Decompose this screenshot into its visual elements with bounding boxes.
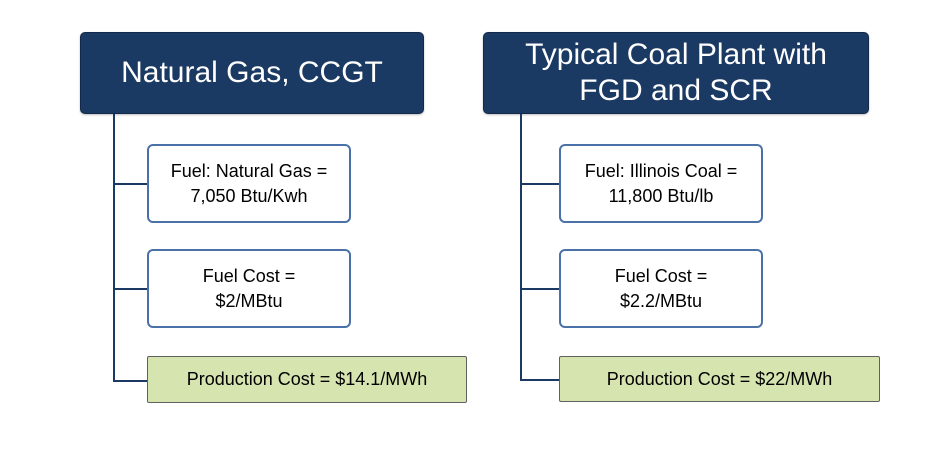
fuel-value: 11,800 Btu/lb [608, 185, 714, 206]
connector-trunk-left [113, 114, 115, 381]
header-title: Natural Gas, CCGT [121, 56, 383, 89]
production-cost-text: Production Cost = $14.1/MWh [186, 369, 428, 389]
fuel-box-illinois-coal: Fuel: Illinois Coal = 11,800 Btu/lb [559, 144, 763, 223]
connector-trunk-right [520, 114, 522, 380]
fuel-value: 7,050 Btu/Kwh [190, 185, 308, 206]
header-title-line2: FGD and SCR [579, 74, 773, 107]
fuel-cost-label: Fuel Cost = [202, 265, 296, 286]
production-cost-box-natural-gas: Production Cost = $14.1/MWh [147, 356, 467, 403]
connector-branch-right-cost [520, 288, 559, 290]
connector-branch-right-fuel [520, 183, 559, 185]
fuel-label: Fuel: Natural Gas = [170, 160, 328, 181]
fuel-cost-box-natural-gas: Fuel Cost = $2/MBtu [147, 249, 351, 328]
fuel-cost-value: $2.2/MBtu [619, 290, 703, 311]
connector-branch-left-cost [113, 288, 148, 290]
connector-branch-left-production [113, 380, 148, 382]
production-cost-box-coal: Production Cost = $22/MWh [559, 356, 880, 402]
fuel-label: Fuel: Illinois Coal = [584, 160, 738, 181]
production-cost-text: Production Cost = $22/MWh [606, 368, 833, 389]
fuel-cost-label: Fuel Cost = [614, 265, 708, 286]
connector-branch-right-production [520, 379, 559, 381]
header-natural-gas-ccgt: Natural Gas, CCGT [80, 32, 424, 114]
connector-branch-left-fuel [113, 183, 148, 185]
fuel-cost-box-coal: Fuel Cost = $2.2/MBtu [559, 249, 763, 328]
fuel-box-natural-gas: Fuel: Natural Gas = 7,050 Btu/Kwh [147, 144, 351, 223]
header-coal-plant: Typical Coal Plant with FGD and SCR [483, 32, 869, 114]
header-title-line1: Typical Coal Plant with [525, 38, 827, 71]
fuel-cost-value: $2/MBtu [215, 290, 283, 311]
